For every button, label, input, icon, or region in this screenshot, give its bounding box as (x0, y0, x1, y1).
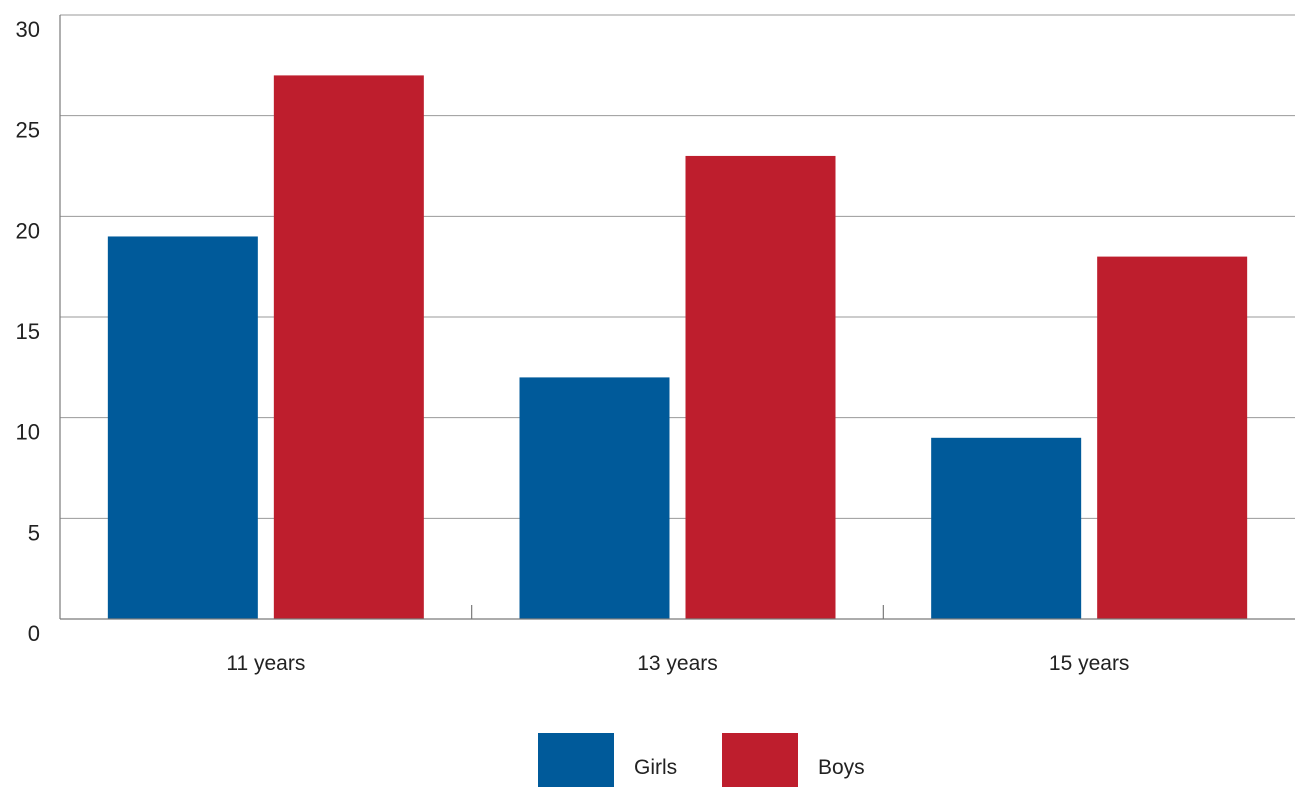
x-tick-label: 15 years (1049, 652, 1130, 675)
x-tick-label: 11 years (226, 652, 305, 675)
x-tick-label: 13 years (637, 652, 718, 675)
axes (59, 15, 1295, 620)
legend-label-boys: Boys (818, 756, 865, 779)
bar-boys-1 (685, 155, 836, 619)
bar-girls-1 (519, 377, 670, 619)
legend-label-girls: Girls (634, 756, 677, 779)
bar-girls-2 (931, 437, 1082, 619)
gridlines (60, 14, 1295, 519)
y-tick-label: 20 (16, 218, 40, 243)
y-tick-labels: 0 5 10 15 20 25 30 (16, 17, 40, 646)
y-tick-label: 0 (28, 621, 40, 646)
y-tick-label: 15 (16, 319, 40, 344)
y-tick-label: 30 (16, 17, 40, 42)
legend-swatch-boys (722, 733, 798, 787)
y-tick-label: 25 (16, 118, 40, 143)
legend: Girls Boys (538, 733, 865, 787)
x-tick-labels: 11 years 13 years 15 years (226, 652, 1129, 675)
y-tick-label: 10 (16, 420, 40, 445)
y-tick-label: 5 (28, 520, 40, 545)
bars (107, 75, 1248, 619)
legend-swatch-girls (538, 733, 614, 787)
bar-boys-0 (273, 75, 424, 619)
bar-girls-0 (107, 236, 258, 619)
bar-boys-2 (1097, 256, 1248, 619)
